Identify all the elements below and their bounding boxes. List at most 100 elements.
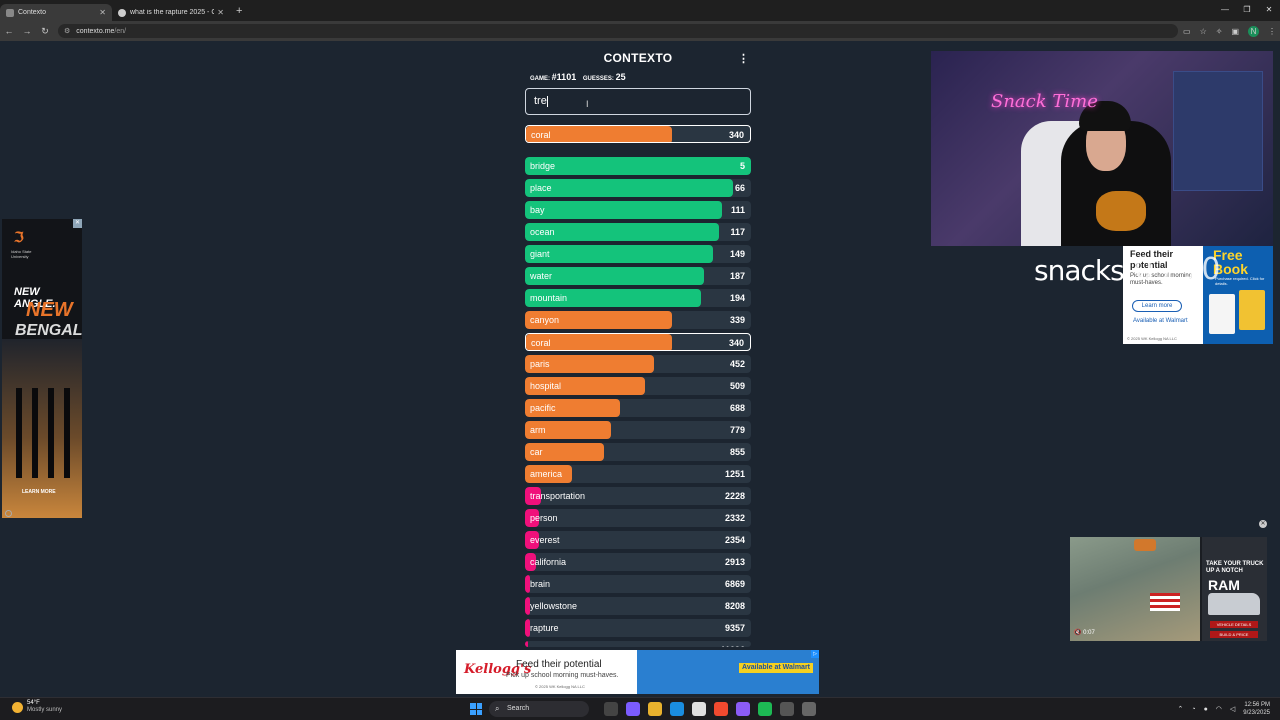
cast-icon[interactable]: ▭ [1183, 26, 1191, 36]
build-price-button[interactable]: BUILD & PRICE [1210, 631, 1258, 638]
tab-google-search[interactable]: what is the rapture 2025 - Goo ✕ [112, 4, 230, 21]
ad-learn-more-button[interactable]: Learn more [1132, 300, 1182, 312]
close-tab-icon[interactable]: ✕ [217, 8, 224, 17]
video-ad-close-icon[interactable]: ✕ [1259, 520, 1267, 528]
game-menu-icon[interactable]: ⋮ [738, 53, 749, 65]
clock-time: 12:56 PM [1244, 702, 1270, 708]
ad-choices-icon[interactable]: ▷ [811, 650, 819, 658]
guess-bar [525, 377, 645, 395]
file-explorer-icon[interactable] [648, 702, 662, 716]
ad-headline-3: BENGAL. [15, 322, 82, 339]
guess-row: teton 11096 [525, 641, 751, 647]
new-tab-icon[interactable]: + [236, 4, 243, 17]
profile-avatar[interactable]: N [1248, 25, 1259, 37]
guess-row: california 2913 [525, 553, 751, 571]
sidebar-icon[interactable]: ▣ [1231, 26, 1239, 36]
left-banner-ad[interactable]: ℑ Idaho State University NEW ANGLE. NEW … [2, 219, 82, 518]
taskbar-search[interactable]: ⌕ Search [489, 701, 589, 717]
chrome-icon[interactable] [714, 702, 728, 716]
guess-rank: 117 [730, 227, 745, 237]
weather-widget[interactable]: 54°F Mostly sunny [12, 700, 62, 714]
guess-bar [526, 334, 672, 350]
ad-promo-title: Free Book [1213, 247, 1248, 277]
video-controls[interactable]: 🔇 0:07 [1074, 629, 1095, 636]
taskbar-clock[interactable]: 12:56 PM 9/23/2025 [1243, 701, 1270, 717]
guess-word: car [530, 447, 543, 457]
bottom-banner-ad[interactable]: Kellogg's Feed their potential Pick up s… [456, 650, 819, 694]
streamer-webcam: Snack Time [931, 51, 1273, 246]
guess-row: bridge 5 [525, 157, 751, 175]
guess-row: hospital 509 [525, 377, 751, 395]
guess-bar [525, 421, 611, 439]
app-icon[interactable] [780, 702, 794, 716]
guess-word: brain [530, 579, 551, 589]
app-icon[interactable] [802, 702, 816, 716]
extensions-icon[interactable]: ✧ [1215, 26, 1223, 36]
ad-retailer: Available at Walmart [1133, 318, 1188, 324]
bookmark-star-icon[interactable]: ☆ [1199, 26, 1207, 36]
ad-info-icon[interactable] [5, 510, 12, 517]
guess-rank: 452 [729, 359, 745, 369]
windows-start-icon[interactable] [470, 703, 482, 715]
guess-row: everest 2354 [525, 531, 751, 549]
address-bar[interactable]: ⚙ contexto.me/en/ [58, 24, 1178, 38]
vehicle-details-button[interactable]: VEHICLE DETAILS [1210, 621, 1258, 628]
guess-word: bay [530, 205, 545, 215]
back-icon[interactable]: ← [4, 26, 14, 36]
clock-date: 9/23/2025 [1243, 710, 1270, 716]
mute-icon[interactable]: 🔇 [1074, 630, 1082, 636]
wifi-icon[interactable]: ◠ [1215, 706, 1222, 713]
guess-rank: 339 [729, 315, 745, 325]
guess-row: place 66 [525, 179, 751, 197]
reload-icon[interactable]: ↻ [41, 25, 49, 36]
ad-promo-panel: Free Book Purchase required. Click for d… [1203, 246, 1273, 344]
guess-input[interactable]: tre [525, 88, 751, 115]
ad-close-icon[interactable]: ✕ [73, 219, 82, 228]
ad-learn-more-button[interactable]: LEARN MORE [22, 489, 56, 495]
guess-word: water [530, 271, 553, 281]
spotify-icon[interactable] [758, 702, 772, 716]
guess-row: rapture 9357 [525, 619, 751, 637]
close-window-icon[interactable]: ✕ [1265, 5, 1273, 14]
store-icon[interactable] [692, 702, 706, 716]
guess-row: coral 340 [525, 333, 751, 351]
bottom-ad-fine: © 2025 WK Kellogg NA LLC [535, 684, 585, 689]
guess-row: transportation 2228 [525, 487, 751, 505]
edge-icon[interactable] [670, 702, 684, 716]
discord-icon[interactable] [736, 702, 750, 716]
bottom-ad-headline: Feed their potential [516, 659, 602, 670]
guess-word: arm [530, 425, 546, 435]
tab-contexto[interactable]: Contexto ✕ [0, 4, 112, 21]
tray-chevron-icon[interactable]: ⌃ [1177, 706, 1184, 713]
guess-rank: 6869 [724, 579, 745, 589]
ad-column-shape [64, 388, 70, 478]
maximize-icon[interactable]: ❐ [1243, 5, 1251, 14]
guess-word: mountain [530, 293, 568, 303]
guess-rank: 8208 [724, 601, 745, 611]
guess-bar [525, 267, 704, 285]
guess-bar [525, 531, 539, 549]
site-info-icon[interactable]: ⚙ [64, 28, 71, 35]
guess-bar [525, 553, 537, 571]
copilot-icon[interactable] [626, 702, 640, 716]
toolbar-icons: ▭ ☆ ✧ ▣ N ⋮ [1183, 21, 1276, 41]
network-icon[interactable]: ◔ [1191, 705, 1196, 713]
mic-icon[interactable]: ● [1203, 705, 1208, 713]
kelloggs-logo: Kellogg's [464, 662, 532, 677]
kellogg-side-ad[interactable]: Feed their potential Pick up school morn… [1123, 246, 1273, 344]
guess-word: giant [530, 249, 550, 259]
guess-rank: 5 [739, 161, 745, 171]
ad-column-shape [48, 388, 54, 478]
guess-rank: 9357 [724, 623, 745, 633]
close-tab-icon[interactable]: ✕ [99, 8, 106, 17]
video-ad[interactable]: TAKE YOUR TRUCK UP A NOTCH RAM VEHICLE D… [1070, 537, 1267, 641]
tab-title: what is the rapture 2025 - Goo [130, 9, 215, 16]
video-ad-panel: TAKE YOUR TRUCK UP A NOTCH RAM VEHICLE D… [1202, 537, 1267, 641]
task-view-icon[interactable] [604, 702, 618, 716]
window-controls: — ❐ ✕ [1214, 0, 1280, 21]
menu-kebab-icon[interactable]: ⋮ [1268, 26, 1276, 36]
minimize-icon[interactable]: — [1221, 5, 1229, 14]
forward-icon[interactable]: → [22, 26, 32, 36]
volume-icon[interactable]: ◁ [1229, 706, 1236, 713]
contexto-favicon-icon [6, 8, 14, 17]
